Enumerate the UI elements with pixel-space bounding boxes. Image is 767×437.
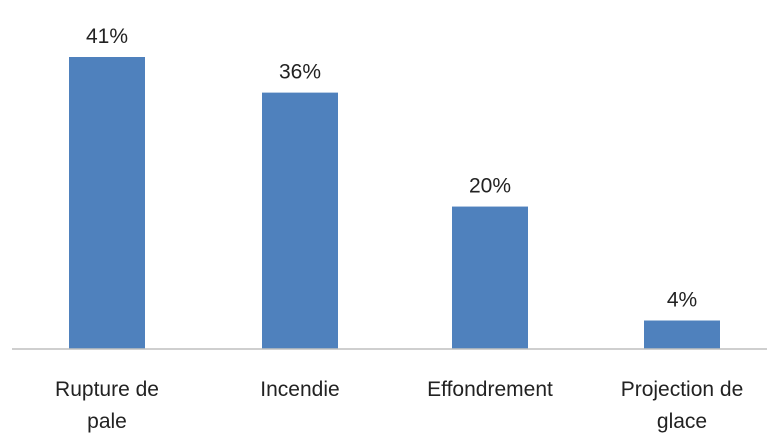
category-label-2-line-0: Effondrement (427, 378, 553, 401)
bar-1 (262, 92, 338, 350)
data-label-1: 36% (279, 61, 321, 84)
data-label-3: 4% (667, 289, 697, 312)
category-label-0-line-1: pale (87, 410, 127, 433)
data-label-0: 41% (86, 25, 128, 48)
category-label-1-line-0: Incendie (260, 378, 339, 401)
category-label-3-line-1: glace (657, 410, 707, 433)
category-label-0-line-0: Rupture de (55, 378, 159, 401)
bar-0 (69, 57, 145, 349)
data-label-2: 20% (469, 175, 511, 198)
bar-3 (644, 320, 720, 349)
category-label-3-line-0: Projection de (621, 378, 744, 401)
bar-2 (452, 206, 528, 349)
